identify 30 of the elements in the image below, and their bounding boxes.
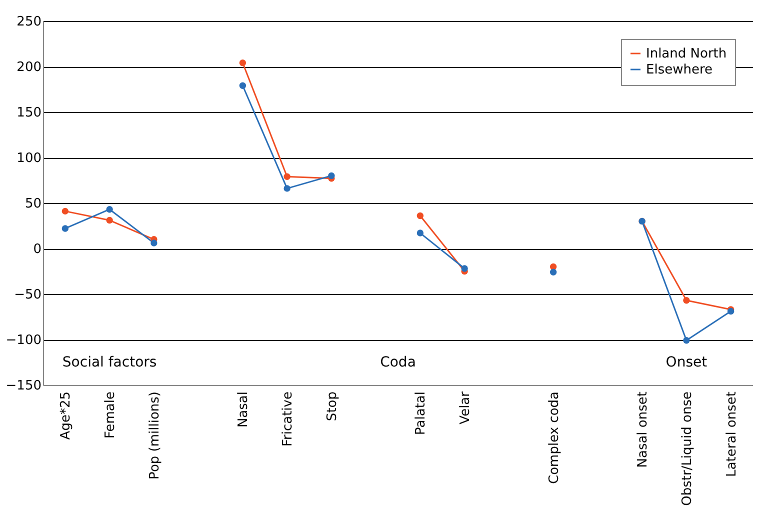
x-tick-label: Velar <box>458 390 474 424</box>
x-tick-label: Nasal <box>236 392 252 428</box>
x-tick-label: Stop <box>324 392 340 422</box>
x-tick-label: Age*25 <box>58 392 74 440</box>
y-tick-label: 50 <box>24 196 42 212</box>
y-tick-label: −150 <box>6 378 42 394</box>
legend-label: Elsewhere <box>646 62 713 78</box>
point <box>550 263 557 270</box>
y-tick-label: −100 <box>6 333 42 348</box>
x-tick-label: Lateral onset <box>724 392 740 477</box>
y-tick-label: 250 <box>16 14 42 30</box>
x-tick-label: Pop (millions) <box>147 392 162 480</box>
x-tick-label: Complex coda <box>546 392 562 484</box>
annotation: Coda <box>380 354 416 370</box>
x-tick-label: Nasal onset <box>636 392 651 468</box>
legend-label: Inland North <box>646 46 727 62</box>
y-tick-label: 0 <box>33 242 42 257</box>
x-tick-label: Female <box>103 392 118 439</box>
x-tick-label: Fricative <box>280 392 296 447</box>
y-tick-label: 200 <box>16 60 42 75</box>
y-tick-label: 100 <box>16 151 42 166</box>
x-tick-label: Obstr/Liquid onse <box>680 392 695 506</box>
y-tick-label: −50 <box>14 288 42 302</box>
point <box>683 297 690 304</box>
annotation: Social factors <box>62 354 157 370</box>
y-tick-label: 150 <box>16 106 42 120</box>
point <box>550 268 557 276</box>
x-tick-label: Palatal <box>414 392 429 435</box>
annotation: Onset <box>666 354 708 370</box>
point <box>683 337 690 344</box>
